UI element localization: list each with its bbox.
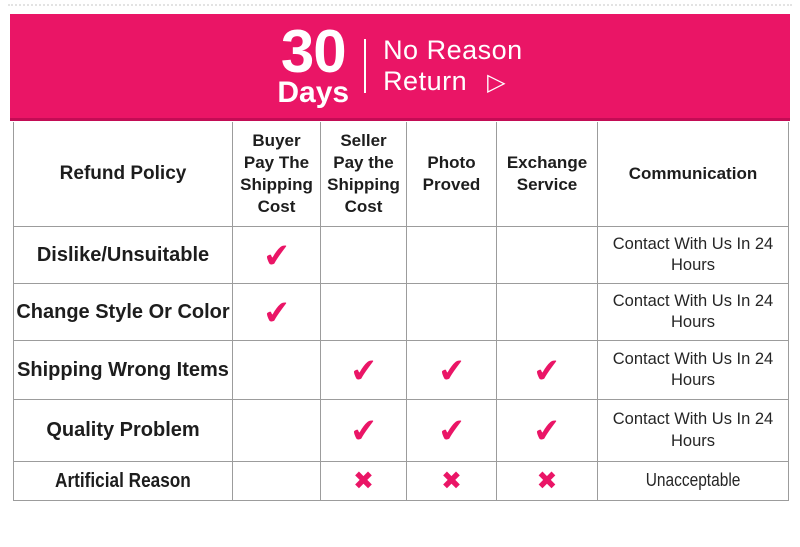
cross-icon: ✖	[441, 467, 462, 495]
photo-proved-cell: ✔	[406, 340, 497, 400]
photo-proved-cell	[406, 283, 497, 341]
banner-slogan-line1: No Reason	[383, 35, 523, 65]
photo-proved-cell: ✔	[406, 399, 497, 462]
communication-cell: Contact With Us In 24 Hours	[597, 399, 789, 462]
banner-divider	[364, 39, 367, 93]
cross-icon: ✖	[353, 467, 374, 495]
exchange-service-cell	[496, 226, 598, 284]
banner-days-block: 30 Days	[277, 18, 350, 109]
exchange-service-cell	[496, 283, 598, 341]
table-row-change-style: Change Style Or Color ✔ Contact With Us …	[13, 283, 789, 341]
refund-policy-table: Refund Policy Buyer Pay The Shipping Cos…	[13, 122, 789, 501]
seller-pays-cell: ✔	[320, 340, 407, 400]
check-icon: ✔	[261, 235, 292, 275]
header-row: Refund Policy Buyer Pay The Shipping Cos…	[13, 122, 789, 227]
banner-slogan-line2: Return	[383, 66, 468, 96]
check-icon: ✔	[436, 350, 467, 390]
table-row-artificial-reason: Artificial Reason ✖ ✖ ✖ Unacceptable	[13, 461, 789, 501]
column-header-refund-policy: Refund Policy	[13, 122, 233, 227]
communication-cell: Contact With Us In 24 Hours	[597, 340, 789, 400]
row-label: Dislike/Unsuitable	[13, 226, 233, 284]
exchange-service-cell: ✔	[496, 340, 598, 400]
seller-pays-cell: ✔	[320, 399, 407, 462]
column-header-seller-pays: Seller Pay the Shipping Cost	[320, 122, 407, 227]
exchange-service-cell: ✖	[496, 461, 598, 501]
buyer-pays-cell: ✔	[232, 283, 321, 341]
buyer-pays-cell: ✔	[232, 226, 321, 284]
buyer-pays-cell	[232, 461, 321, 501]
column-header-exchange-service: Exchange Service	[496, 122, 598, 227]
check-icon: ✔	[348, 350, 379, 390]
banner-slogan: No Reason Return ▷	[383, 35, 523, 97]
seller-pays-cell: ✖	[320, 461, 407, 501]
banner-days-number: 30	[280, 18, 347, 86]
photo-proved-cell: ✖	[406, 461, 497, 501]
check-icon: ✔	[531, 350, 563, 390]
communication-cell: Contact With Us In 24 Hours	[597, 226, 789, 284]
row-label: Change Style Or Color	[13, 283, 233, 341]
top-dashed-divider	[8, 4, 792, 6]
banner-days-label: Days	[277, 75, 350, 109]
check-icon: ✔	[348, 411, 379, 450]
column-header-buyer-pays: Buyer Pay The Shipping Cost	[232, 122, 321, 227]
table-row-quality-problem: Quality Problem ✔ ✔ ✔ Contact With Us In…	[13, 399, 789, 462]
buyer-pays-cell	[232, 340, 321, 400]
check-icon: ✔	[261, 292, 292, 332]
communication-cell: Contact With Us In 24 Hours	[597, 283, 789, 341]
seller-pays-cell	[320, 283, 407, 341]
column-header-communication: Communication	[597, 122, 789, 227]
column-header-photo-proved: Photo Proved	[406, 122, 497, 227]
check-icon: ✔	[531, 411, 563, 450]
row-label: Quality Problem	[13, 399, 233, 462]
table-row-wrong-items: Shipping Wrong Items ✔ ✔ ✔ Contact With …	[13, 340, 789, 400]
row-label: Artificial Reason	[13, 461, 233, 501]
buyer-pays-cell	[232, 399, 321, 462]
seller-pays-cell	[320, 226, 407, 284]
exchange-service-cell: ✔	[496, 399, 598, 462]
cross-icon: ✖	[536, 467, 558, 495]
check-icon: ✔	[436, 411, 467, 450]
table-row-dislike: Dislike/Unsuitable ✔ Contact With Us In …	[13, 226, 789, 284]
photo-proved-cell	[406, 226, 497, 284]
banner: 30 Days No Reason Return ▷	[10, 14, 790, 121]
communication-cell: Unacceptable	[597, 461, 789, 501]
row-label: Shipping Wrong Items	[13, 340, 233, 400]
right-arrow-icon: ▷	[487, 68, 507, 96]
